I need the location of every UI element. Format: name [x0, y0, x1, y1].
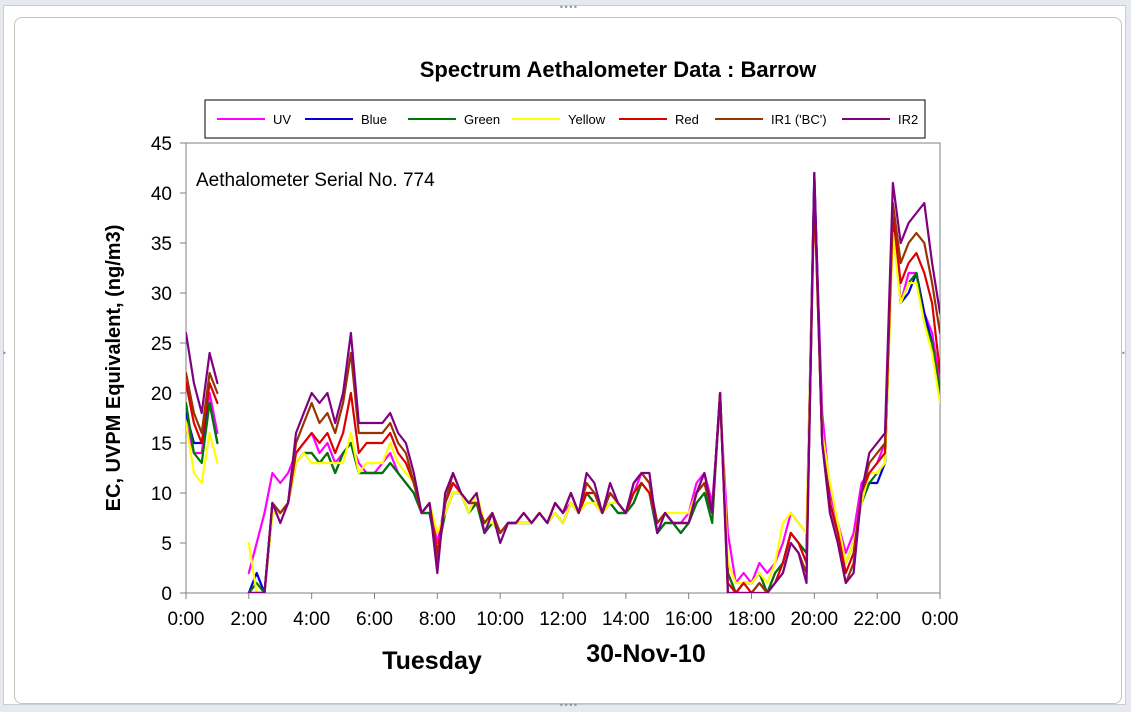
y-tick-label: 15 [151, 434, 172, 455]
x-tick-label: 2:00 [230, 609, 267, 630]
legend-label: UV [273, 112, 291, 127]
legend-label: Green [464, 112, 500, 127]
x-axis: 0:00 2:00 4:00 6:00 8:00 10:00 12:00 14:00 16:00… [168, 593, 959, 630]
x-tick-label: 10:00 [476, 609, 524, 630]
x-tick-label: 22:00 [853, 609, 901, 630]
plot-area [185, 142, 941, 594]
resize-grip-bottom[interactable]: •••• [559, 701, 578, 710]
x-tick-label: 18:00 [728, 609, 776, 630]
y-tick-label: 35 [151, 234, 172, 255]
legend: UV Blue Green Yellow Red IR1 ('BC') IR2 [204, 99, 926, 139]
day-label: Tuesday [382, 647, 482, 675]
legend-label: Yellow [568, 112, 606, 127]
series-layer [186, 171, 940, 593]
legend-label: Blue [361, 112, 387, 127]
x-tick-label: 20:00 [791, 609, 839, 630]
legend-box [204, 99, 926, 139]
x-tick-label: 14:00 [602, 609, 650, 630]
x-tick-label: 4:00 [293, 609, 330, 630]
x-tick-label: 12:00 [539, 609, 587, 630]
y-tick-label: 0 [161, 584, 172, 605]
x-tick-label: 16:00 [665, 609, 713, 630]
x-tick-label: 0:00 [168, 609, 205, 630]
x-tick-label: 6:00 [356, 609, 393, 630]
y-tick-label: 5 [161, 534, 172, 555]
series-line [186, 191, 940, 593]
legend-label: IR2 [898, 112, 918, 127]
y-axis: 0 5 10 15 20 25 30 35 40 45 [151, 134, 186, 605]
series-line [186, 171, 940, 593]
resize-grip-top[interactable]: •••• [559, 3, 578, 12]
y-tick-label: 25 [151, 334, 172, 355]
y-tick-label: 20 [151, 384, 172, 405]
x-tick-label: 0:00 [922, 609, 959, 630]
legend-label: IR1 ('BC') [771, 112, 827, 127]
resize-grip-left[interactable]: • [2, 349, 7, 358]
y-tick-label: 45 [151, 134, 172, 155]
y-tick-label: 30 [151, 284, 172, 305]
x-tick-label: 8:00 [419, 609, 456, 630]
y-tick-label: 40 [151, 184, 172, 205]
resize-grip-right[interactable]: • [1121, 349, 1126, 358]
y-tick-label: 10 [151, 484, 172, 505]
serial-annotation: Aethalometer Serial No. 774 [196, 170, 435, 191]
date-label: 30-Nov-10 [586, 640, 706, 668]
legend-label: Red [675, 112, 699, 127]
y-axis-label: EC, UVPM Equivalent, (ng/m3) [103, 225, 125, 512]
chart-title: Spectrum Aethalometer Data : Barrow [420, 57, 817, 82]
